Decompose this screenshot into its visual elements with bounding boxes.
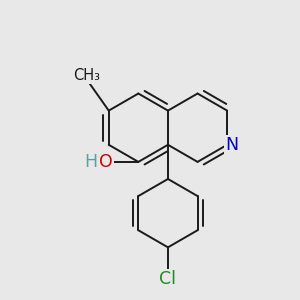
Text: H: H: [85, 153, 98, 171]
Text: N: N: [225, 136, 238, 154]
Text: O: O: [99, 153, 113, 171]
Text: Cl: Cl: [160, 270, 176, 288]
Text: CH₃: CH₃: [73, 68, 100, 83]
